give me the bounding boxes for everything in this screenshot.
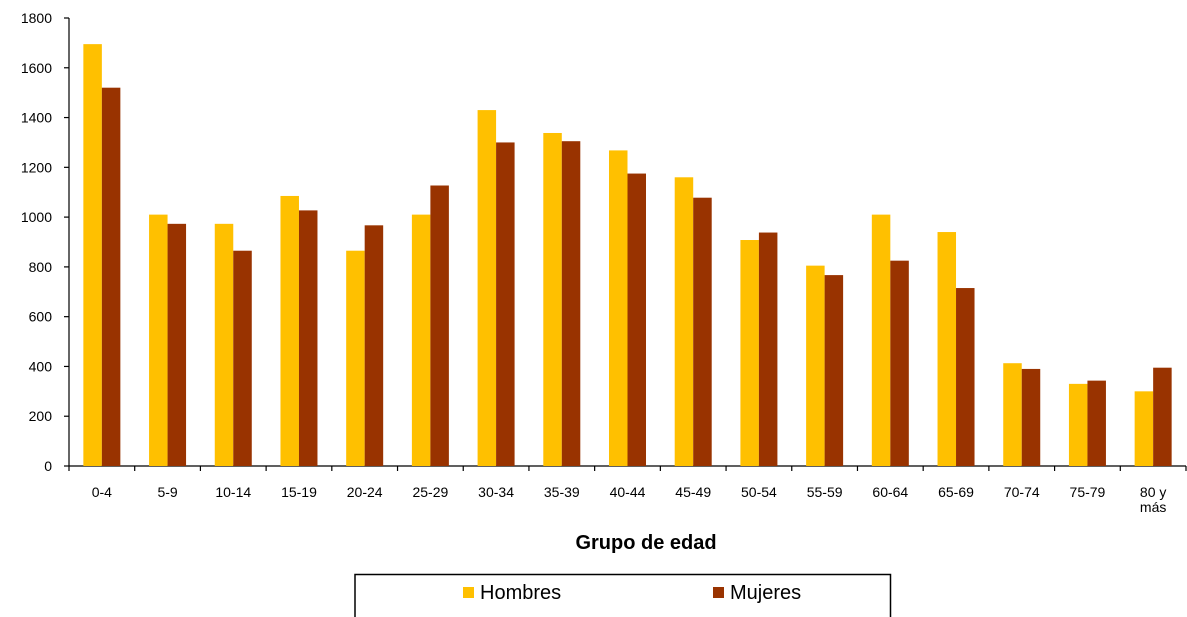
x-tick-label: 50-54 bbox=[741, 484, 777, 500]
bar-hombres-40-44 bbox=[609, 150, 628, 467]
y-tick-label: 1600 bbox=[21, 60, 52, 76]
bar-hombres-25-29 bbox=[411, 214, 431, 466]
x-tick-label: 40-44 bbox=[610, 484, 646, 500]
x-tick-label: 80 y bbox=[1140, 484, 1166, 500]
legend-label-mujeres: Mujeres bbox=[730, 582, 801, 604]
bar-hombres-70-74 bbox=[1003, 363, 1022, 466]
bar-mujeres-60-64 bbox=[890, 260, 909, 466]
bar-hombres-65-69 bbox=[937, 232, 957, 466]
bar-mujeres-15-19 bbox=[298, 210, 318, 466]
bars bbox=[83, 44, 1172, 467]
x-tick-label: 75-79 bbox=[1070, 484, 1106, 500]
bar-mujeres-40-44 bbox=[627, 173, 646, 467]
y-tick-label: 200 bbox=[29, 408, 53, 424]
bar-mujeres-65-69 bbox=[956, 288, 975, 466]
x-tick-label: 10-14 bbox=[215, 484, 251, 500]
bar-hombres-20-24 bbox=[346, 250, 365, 466]
x-axis-title: Grupo de edad bbox=[575, 532, 716, 554]
x-tick-label: 70-74 bbox=[1004, 484, 1040, 500]
bar-hombres-0-4 bbox=[83, 44, 102, 467]
y-tick-label: 800 bbox=[29, 259, 53, 275]
y-tick-label: 0 bbox=[44, 458, 52, 474]
bar-mujeres-5-9 bbox=[167, 223, 187, 466]
y-tick-label: 400 bbox=[29, 358, 53, 374]
legend-swatch-hombres bbox=[463, 587, 474, 598]
x-tick-label: 5-9 bbox=[157, 484, 177, 500]
x-tick-label: 30-34 bbox=[478, 484, 514, 500]
bar-hombres-10-14 bbox=[214, 223, 234, 466]
x-tick-label: 25-29 bbox=[412, 484, 448, 500]
x-tick-label: 20-24 bbox=[347, 484, 383, 500]
legend-label-hombres: Hombres bbox=[480, 582, 561, 604]
bar-mujeres-20-24 bbox=[364, 225, 384, 466]
y-tick-label: 1200 bbox=[21, 159, 52, 175]
bar-mujeres-10-14 bbox=[233, 250, 252, 466]
bar-hombres-30-34 bbox=[477, 110, 497, 466]
bar-mujeres-35-39 bbox=[561, 141, 581, 466]
bar-mujeres-45-49 bbox=[693, 197, 712, 466]
bar-mujeres-0-4 bbox=[101, 87, 121, 466]
bar-mujeres-50-54 bbox=[758, 232, 778, 466]
bar-mujeres-55-59 bbox=[824, 275, 844, 466]
bar-mujeres-30-34 bbox=[496, 142, 515, 466]
bar-hombres-35-39 bbox=[543, 132, 562, 466]
x-tick-label: 55-59 bbox=[807, 484, 843, 500]
x-tick-label: 65-69 bbox=[938, 484, 974, 500]
bar-hombres-5-9 bbox=[149, 214, 168, 466]
bar-hombres-15-19 bbox=[280, 195, 299, 466]
bar-hombres-75-79 bbox=[1068, 383, 1088, 466]
bar-mujeres-80-y-más bbox=[1153, 367, 1172, 466]
x-tick-label: 60-64 bbox=[872, 484, 908, 500]
bar-hombres-50-54 bbox=[740, 240, 759, 466]
bar-mujeres-75-79 bbox=[1087, 380, 1106, 466]
legend: Hombres Mujeres bbox=[354, 573, 892, 617]
bar-hombres-80-y-más bbox=[1134, 391, 1154, 466]
y-tick-label: 1800 bbox=[21, 10, 52, 26]
y-tick-label: 1400 bbox=[21, 110, 52, 126]
x-tick-label: 15-19 bbox=[281, 484, 317, 500]
x-tick-label: más bbox=[1140, 499, 1166, 515]
bar-mujeres-25-29 bbox=[430, 185, 449, 466]
y-tick-label: 600 bbox=[29, 309, 53, 325]
bar-hombres-60-64 bbox=[871, 214, 891, 466]
x-axis: 0-4 5-9 10-14 15-19 20-24 25-29 30-34 35-39 40-4… bbox=[68, 465, 1187, 515]
bar-hombres-45-49 bbox=[674, 177, 694, 467]
x-tick-label: 35-39 bbox=[544, 484, 580, 500]
bar-mujeres-70-74 bbox=[1021, 368, 1041, 466]
y-axis: 0 200 400 600 800 1000 1200 1400 1600 1800 bbox=[21, 10, 70, 474]
legend-swatch-mujeres bbox=[713, 587, 724, 598]
x-tick-label: 0-4 bbox=[92, 484, 112, 500]
bar-hombres-55-59 bbox=[806, 265, 825, 466]
x-tick-label: 45-49 bbox=[675, 484, 711, 500]
legend-frame bbox=[354, 573, 892, 617]
y-tick-label: 1000 bbox=[21, 209, 52, 225]
